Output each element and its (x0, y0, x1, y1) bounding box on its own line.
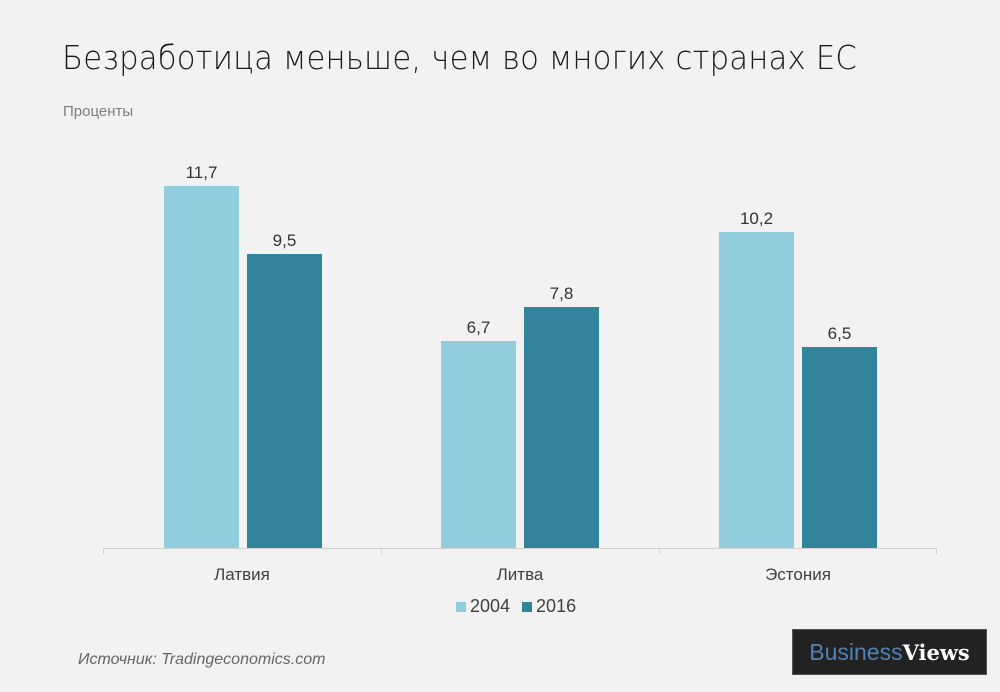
bar-2016-0 (247, 254, 322, 548)
x-axis-tick (381, 548, 382, 554)
bar-2004-0 (164, 186, 239, 548)
legend-item-2016: 2016 (522, 596, 576, 617)
logo-text-business: Business (809, 638, 903, 665)
bar-2016-1 (524, 307, 599, 548)
data-label: 10,2 (739, 209, 774, 228)
legend-label: 2004 (470, 596, 511, 616)
bar-2004-2 (719, 232, 794, 548)
legend-swatch-icon (456, 601, 466, 612)
category-label-lithuania: Литва (496, 565, 544, 584)
bar-2016-2 (802, 347, 877, 548)
category-label-estonia: Эстония (765, 565, 831, 584)
x-axis-tick (936, 548, 937, 554)
source-note: Источник: Tradingeconomics.com (78, 651, 326, 668)
x-axis-tick (103, 548, 104, 554)
category-label-latvia: Латвия (214, 565, 270, 584)
logo-text-views: Views (902, 639, 970, 665)
data-label: 9,5 (272, 231, 297, 250)
x-axis (103, 548, 937, 549)
chart-subtitle: Проценты (63, 103, 134, 120)
data-label: 6,7 (466, 318, 491, 337)
legend-item-2004: 2004 (456, 596, 510, 617)
data-label: 7,8 (549, 284, 574, 303)
brand-logo: Business Views (792, 629, 987, 675)
data-label: 11,7 (185, 163, 218, 182)
legend-label: 2016 (536, 596, 577, 616)
legend: 2004 2016 (456, 596, 588, 617)
bar-2004-1 (441, 341, 516, 548)
chart-title: Безработица меньше, чем во многих страна… (62, 38, 858, 77)
legend-swatch-icon (522, 601, 533, 612)
data-label: 6,5 (827, 324, 852, 343)
x-axis-tick (659, 548, 660, 554)
